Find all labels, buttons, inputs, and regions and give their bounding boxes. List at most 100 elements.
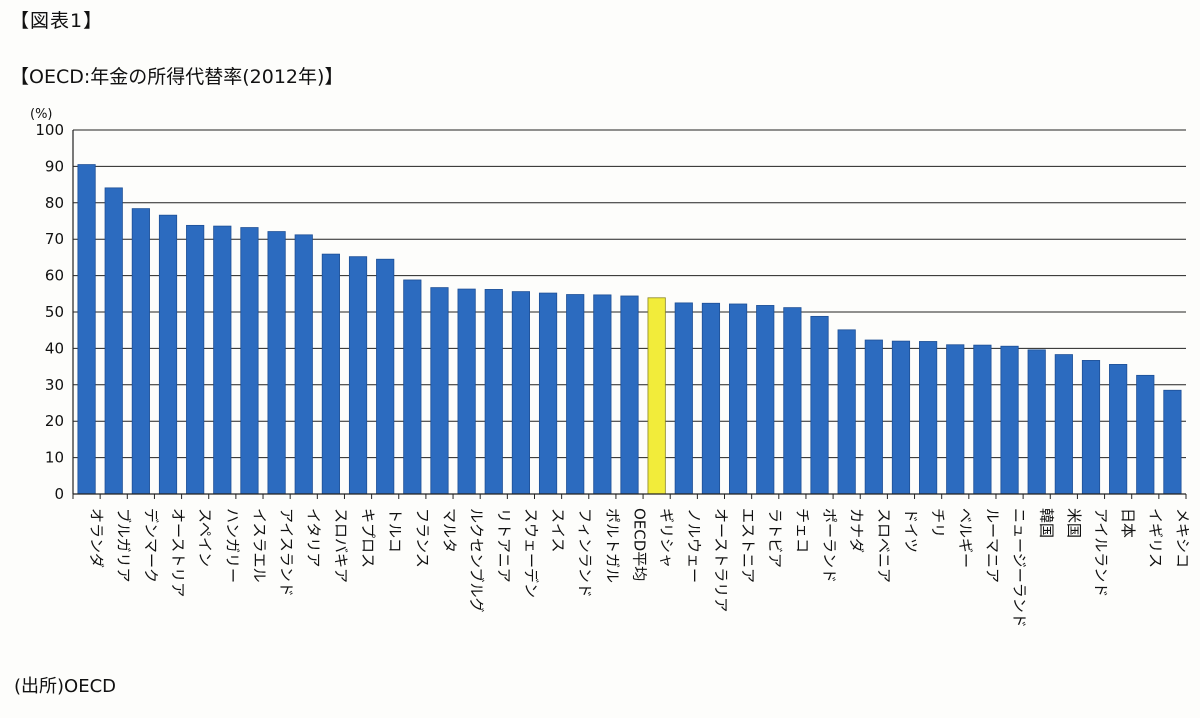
category-label: イギリス (1146, 508, 1164, 568)
category-label: アイスランド (278, 508, 296, 597)
y-tick-label: 20 (45, 412, 64, 430)
category-label: ポルトガル (603, 508, 621, 583)
category-label: デンマーク (142, 508, 160, 583)
y-tick-label: 50 (45, 303, 64, 321)
bar (566, 294, 585, 495)
category-label: メキシコ (1173, 508, 1191, 568)
bar (1163, 389, 1182, 495)
bar (701, 302, 721, 495)
bar (430, 287, 449, 495)
chart-title: 【OECD:年金の所得代替率(2012年)】 (10, 66, 344, 88)
category-label: ラトビア (766, 508, 784, 568)
bar (294, 234, 313, 495)
category-label: ベルギー (956, 508, 974, 568)
y-tick-label: 40 (45, 339, 64, 357)
category-label: ニュージーランド (1011, 508, 1029, 628)
category-label: スウェーデン (522, 508, 540, 598)
bar (620, 295, 639, 495)
bar (810, 315, 829, 495)
bar (267, 231, 286, 495)
category-label: オーストラリア (712, 508, 730, 612)
y-tick-label: 60 (45, 267, 64, 285)
category-label: ルクセンブルグ (468, 508, 486, 613)
bar (484, 289, 503, 495)
category-label: チェコ (793, 508, 811, 553)
bar (376, 258, 395, 495)
bar (1081, 360, 1101, 495)
bar (973, 344, 992, 495)
y-tick-label: 100 (35, 121, 64, 139)
category-label: 日本 (1119, 508, 1137, 538)
category-label: オランダ (88, 508, 106, 568)
category-label: フィンランド (576, 508, 594, 598)
bar (1109, 364, 1128, 495)
y-tick-label: 70 (45, 230, 64, 248)
bar (891, 340, 911, 495)
category-label: チリ (929, 508, 947, 538)
y-tick-label: 30 (45, 376, 64, 394)
y-tick-label: 90 (45, 157, 64, 175)
category-label: オーストリア (169, 508, 187, 597)
category-label: カナダ (848, 508, 866, 553)
category-label: ハンガリー (223, 508, 241, 583)
category-label: マルタ (440, 508, 458, 553)
category-label: ルーマニア (983, 508, 1001, 583)
category-label: スロベニア (875, 508, 893, 583)
axes (72, 130, 1187, 499)
category-label: ブルガリア (115, 508, 133, 583)
source-note: (出所)OECD (14, 676, 117, 697)
bar (783, 307, 802, 495)
category-label: ポーランド (821, 508, 839, 583)
bar (837, 329, 856, 495)
bar (213, 225, 232, 495)
bar (1027, 349, 1046, 495)
category-label: スイス (549, 508, 567, 553)
bar (348, 256, 368, 495)
category-label: アイルランド (1092, 508, 1110, 597)
category-labels: オランダ ブルガリア デンマーク オーストリア スペイン ハンガリー イスラエル アイスランド… (88, 508, 1192, 628)
bar (511, 291, 531, 495)
bar (104, 187, 123, 495)
category-label: トルコ (386, 508, 404, 553)
category-label: フランス (413, 508, 431, 568)
category-label: エストニア (739, 508, 757, 583)
bar (1000, 345, 1019, 495)
category-label: リトアニア (495, 508, 513, 583)
y-axis-unit-label: (%) (30, 107, 53, 122)
category-label: ノルウェー (685, 508, 703, 583)
category-label: OECD平均 (631, 508, 649, 581)
bar (131, 208, 150, 495)
bar (240, 227, 259, 495)
category-label: 米国 (1065, 508, 1083, 538)
bar (864, 339, 883, 495)
y-tick-labels: 0 10 20 30 40 50 60 70 80 90 100 (35, 121, 64, 503)
category-label: 韓国 (1038, 508, 1056, 538)
bars (77, 164, 1182, 495)
bar (946, 344, 965, 495)
bar-highlight (647, 297, 666, 495)
bar (538, 292, 558, 495)
bar (321, 253, 340, 495)
y-tick-label: 0 (54, 485, 64, 503)
category-label: スペイン (196, 508, 214, 567)
bar (674, 302, 693, 495)
bar (158, 214, 178, 495)
category-label: ドイツ (902, 508, 920, 553)
bar (728, 303, 748, 495)
bar (403, 279, 422, 495)
category-label: スロバキア (332, 508, 350, 583)
bar (1054, 354, 1073, 495)
figure-label: 【図表1】 (10, 10, 104, 32)
bar (756, 305, 775, 495)
bar (593, 294, 612, 495)
bar (457, 288, 476, 495)
bar (77, 164, 96, 495)
category-label: イタリア (305, 508, 323, 567)
category-label: キプロス (359, 508, 377, 568)
y-tick-label: 10 (45, 449, 64, 467)
y-tick-label: 80 (45, 194, 64, 212)
bar (1136, 374, 1155, 495)
bar (919, 341, 938, 495)
category-label: ギリシャ (658, 508, 676, 568)
